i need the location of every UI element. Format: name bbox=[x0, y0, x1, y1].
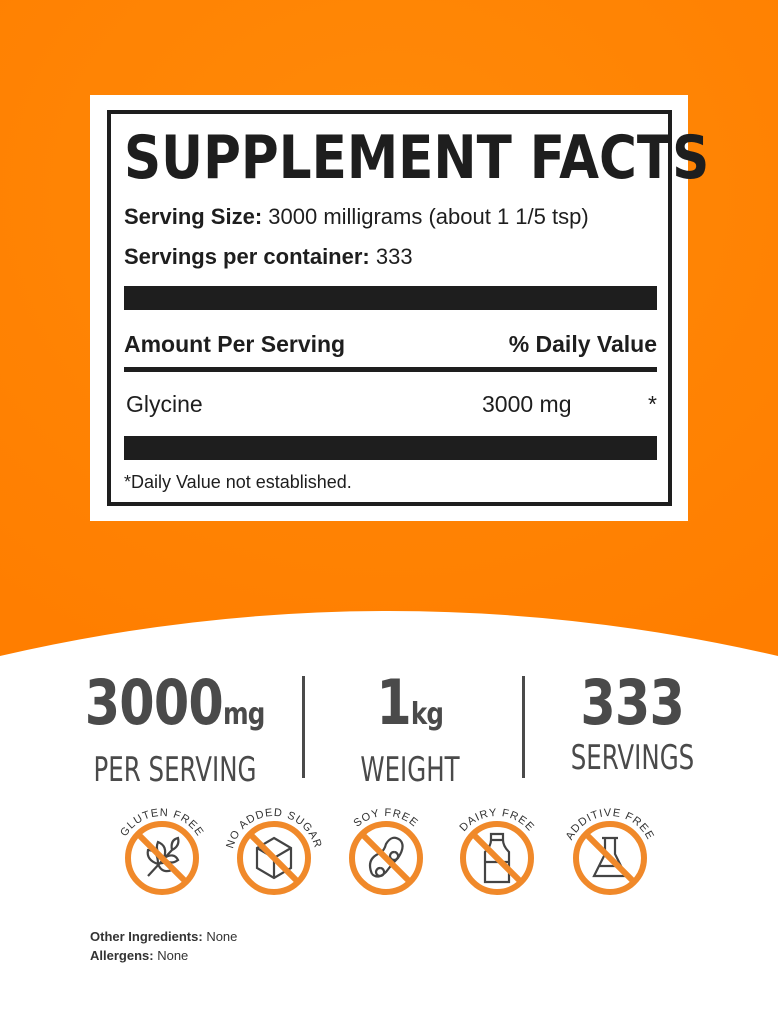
stats-row: 3000mg PER SERVING 1kg WEIGHT 333 SERVIN… bbox=[0, 666, 778, 791]
allergens-label: Allergens: bbox=[90, 948, 154, 963]
free-from-badges: GLUTEN FREE NO ADDED SUGAR SOY FREE DAIRY F… bbox=[118, 807, 655, 895]
divider-line bbox=[124, 367, 657, 372]
prohibited-circle-icon bbox=[125, 821, 199, 895]
stat-unit: mg bbox=[223, 697, 265, 732]
footnote: *Daily Value not established. bbox=[124, 472, 352, 492]
serving-size: Serving Size: 3000 milligrams (about 1 1… bbox=[124, 204, 589, 230]
prohibited-circle-icon bbox=[237, 821, 311, 895]
prohibited-slash-icon bbox=[583, 831, 637, 885]
stat-value: 3000 bbox=[85, 666, 224, 739]
ingredient-name: Glycine bbox=[126, 391, 203, 417]
facts-title: SUPPLEMENT FACTS bbox=[124, 123, 710, 193]
prohibited-circle-icon bbox=[349, 821, 423, 895]
allergens-value: None bbox=[157, 948, 189, 963]
ingredient-row: Glycine 3000 mg * bbox=[124, 391, 657, 418]
stat-value: 1 bbox=[376, 666, 412, 739]
ingredient-amount: 3000 mg bbox=[482, 391, 572, 417]
ingredient-dv: * bbox=[648, 391, 657, 417]
divider-bar bbox=[124, 286, 657, 310]
other-ingredients: Other Ingredients: None bbox=[90, 929, 237, 944]
servings-label: Servings per container: bbox=[124, 244, 370, 269]
stat-label: WEIGHT bbox=[360, 750, 460, 790]
stat-servings: 333 SERVINGS bbox=[530, 666, 735, 779]
prohibited-circle-icon bbox=[573, 821, 647, 895]
stat-divider bbox=[302, 676, 305, 778]
stat-weight: 1kg WEIGHT bbox=[310, 666, 510, 791]
divider-bar bbox=[124, 436, 657, 460]
stat-label: SERVINGS bbox=[570, 738, 695, 778]
dv-header: % Daily Value bbox=[508, 331, 657, 357]
supplement-facts-panel: SUPPLEMENT FACTS Serving Size: 3000 mill… bbox=[90, 95, 710, 521]
serving-size-label: Serving Size: bbox=[124, 204, 263, 229]
other-ingredients-label: Other Ingredients: bbox=[90, 929, 203, 944]
prohibited-slash-icon bbox=[135, 831, 189, 885]
serving-size-value: 3000 milligrams (about 1 1/5 tsp) bbox=[268, 204, 589, 229]
badge-dairy-free: DAIRY FREE bbox=[457, 807, 536, 895]
prohibited-slash-icon bbox=[359, 831, 413, 885]
prohibited-slash-icon bbox=[247, 831, 301, 885]
stat-unit: kg bbox=[411, 697, 444, 732]
badge-soy-free: SOY FREE bbox=[349, 807, 423, 895]
badge-no-added-sugar: NO ADDED SUGAR bbox=[224, 807, 324, 895]
allergens: Allergens: None bbox=[90, 948, 188, 963]
table-header: Amount Per Serving % Daily Value bbox=[124, 331, 657, 358]
servings-per-container: Servings per container: 333 bbox=[124, 244, 413, 270]
stat-label: PER SERVING bbox=[93, 750, 257, 790]
stat-value: 333 bbox=[580, 666, 685, 739]
prohibited-slash-icon bbox=[470, 831, 524, 885]
stat-divider bbox=[522, 676, 525, 778]
stat-per-serving: 3000mg PER SERVING bbox=[60, 666, 290, 791]
amount-header: Amount Per Serving bbox=[124, 331, 346, 357]
badge-label: DAIRY FREE bbox=[457, 807, 536, 834]
servings-value: 333 bbox=[375, 244, 413, 269]
badge-additive-free: ADDITIVE FREE bbox=[564, 807, 655, 895]
other-ingredients-value: None bbox=[206, 929, 238, 944]
prohibited-circle-icon bbox=[460, 821, 534, 895]
badge-label: NO ADDED SUGAR bbox=[224, 807, 324, 850]
badge-gluten-free: GLUTEN FREE bbox=[118, 807, 205, 895]
